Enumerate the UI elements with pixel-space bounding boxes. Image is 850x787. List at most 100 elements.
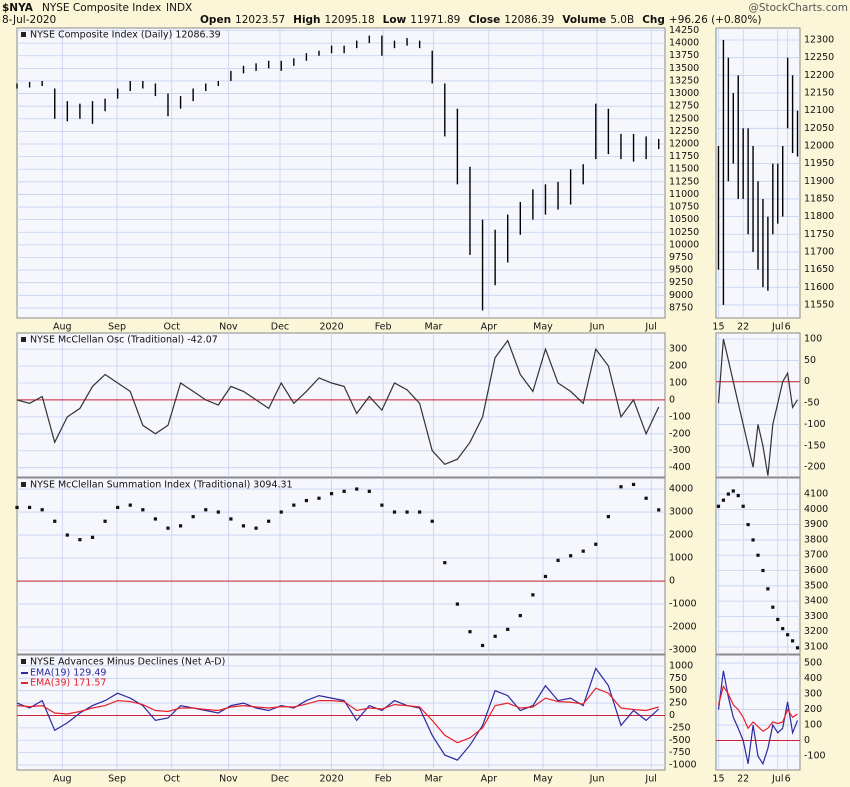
quote-label: Chg (642, 14, 665, 26)
y-tick-label: 4100 (804, 489, 828, 500)
x-tick-label: Jun (589, 774, 605, 785)
y-tick-label: 750 (669, 673, 687, 684)
x-tick-label: Jul (771, 774, 783, 785)
y-tick-label: 9500 (669, 265, 693, 276)
y-tick-label: 3900 (804, 519, 828, 530)
quote-value: 12023.57 (235, 14, 285, 26)
quote-value: 11971.89 (410, 14, 460, 26)
y-tick-label: 11550 (804, 299, 834, 310)
point (543, 574, 548, 579)
point (506, 627, 510, 631)
series-line (16, 339, 660, 466)
x-tick-label: 22 (737, 322, 749, 333)
index-name: NYSE Composite Index (42, 2, 161, 14)
y-tick-label: 3800 (804, 534, 828, 545)
y-tick-label: 14000 (669, 38, 699, 49)
x-tick-label: 6 (785, 774, 791, 785)
x-tick-label: Apr (481, 322, 498, 333)
y-tick-label: 11250 (669, 176, 699, 187)
point (761, 568, 765, 573)
panel-title: NYSE McClellan Summation Index (Traditio… (30, 480, 293, 491)
y-tick-label: 12050 (804, 123, 834, 134)
y-tick-label: 9000 (669, 290, 693, 301)
y-tick-label: 9750 (669, 252, 693, 263)
y-tick-label: 11650 (804, 264, 834, 275)
point (480, 643, 485, 648)
exchange: INDX (166, 2, 192, 14)
point (292, 503, 296, 507)
point (153, 517, 158, 521)
y-tick-label: 3200 (804, 626, 828, 637)
y-tick-label: 3600 (804, 565, 828, 576)
y-tick-label: 12150 (804, 87, 834, 98)
x-tick-label: Apr (481, 774, 498, 785)
quote: Open 12023.57 High 12095.18 Low 11971.89 Close… (200, 14, 761, 26)
x-tick-label: Dec (271, 774, 289, 785)
y-tick-label: -200 (669, 428, 691, 439)
y-tick-label: 13500 (669, 63, 699, 74)
point (455, 602, 459, 606)
y-tick-label: -500 (669, 735, 691, 746)
point (731, 489, 735, 493)
point (216, 510, 220, 514)
y-tick-label: 11700 (804, 246, 834, 257)
y-tick-label: 3500 (804, 580, 828, 591)
y-tick-label: 0 (669, 576, 675, 587)
point (204, 508, 208, 512)
point (329, 492, 334, 496)
y-tick-label: 500 (804, 658, 822, 669)
date: 8-Jul-2020 (2, 14, 56, 26)
quote-label: Close (468, 14, 500, 26)
point (367, 489, 371, 493)
point (229, 517, 233, 521)
y-tick-label: 1000 (669, 660, 693, 671)
y-tick-label: 11950 (804, 158, 834, 169)
point (279, 510, 283, 514)
point (65, 533, 69, 537)
point (569, 554, 573, 558)
x-tick-label: Jul (644, 322, 656, 333)
y-tick-label: 12300 (804, 35, 834, 46)
point (771, 605, 775, 609)
y-tick-label: 13000 (669, 88, 699, 99)
quote-label: Volume (562, 14, 606, 26)
title-icon (21, 32, 26, 37)
point (736, 493, 740, 498)
point (267, 519, 271, 523)
point (53, 519, 57, 523)
y-tick-label: -250 (669, 722, 691, 733)
point (355, 487, 359, 491)
point (786, 633, 790, 637)
y-tick-label: -400 (669, 462, 691, 473)
y-tick-label: 4000 (804, 504, 828, 515)
panel (16, 477, 666, 655)
y-tick-label: 50 (804, 355, 816, 366)
x-tick-label: 22 (737, 774, 749, 785)
quote-label: Low (383, 14, 407, 26)
y-tick-label: 300 (669, 344, 687, 355)
x-tick-label: May (533, 322, 553, 333)
y-tick-label: 11900 (804, 176, 834, 187)
point (657, 508, 661, 512)
point (178, 524, 183, 528)
y-tick-label: 11850 (804, 193, 834, 204)
point (380, 503, 384, 507)
y-tick-label: -1000 (669, 760, 697, 771)
x-tick-label: Feb (375, 774, 392, 785)
y-tick-label: 14250 (669, 25, 699, 36)
point (430, 519, 434, 523)
y-tick-label: 250 (669, 698, 687, 709)
point (751, 538, 755, 542)
point (103, 519, 107, 523)
x-tick-label: Feb (375, 322, 392, 333)
x-tick-label: Jun (589, 322, 605, 333)
title-icon (21, 337, 26, 342)
y-tick-label: 1000 (669, 553, 693, 564)
point (128, 503, 132, 507)
point (116, 505, 120, 510)
y-tick-label: 11500 (669, 164, 699, 175)
panel (16, 27, 666, 319)
y-tick-label: -3000 (669, 645, 697, 656)
x-tick-label: Mar (425, 774, 443, 785)
y-tick-label: 11800 (804, 211, 834, 222)
